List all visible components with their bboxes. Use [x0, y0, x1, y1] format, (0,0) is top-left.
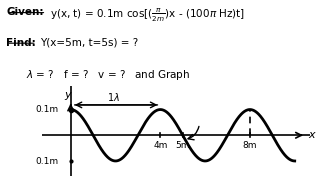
Text: 8m: 8m: [243, 141, 257, 150]
Text: Y(x=5m, t=5s) = ?: Y(x=5m, t=5s) = ?: [40, 38, 138, 48]
Text: Find:: Find:: [6, 38, 36, 48]
Text: y(x, t) = 0.1m cos[($\frac{\pi}{2m}$)x - (100$\pi$ Hz)t]: y(x, t) = 0.1m cos[($\frac{\pi}{2m}$)x -…: [50, 7, 245, 24]
Text: 0.1m: 0.1m: [35, 157, 58, 166]
Text: x: x: [308, 130, 315, 140]
Text: 0.1m: 0.1m: [35, 105, 58, 114]
Text: 4m: 4m: [153, 141, 167, 150]
Text: 5m: 5m: [175, 141, 190, 150]
Text: 1$\lambda$: 1$\lambda$: [107, 91, 120, 103]
Text: y: y: [64, 90, 71, 100]
Text: Given:: Given:: [6, 7, 44, 17]
Text: $\lambda$ = ?   f = ?   v = ?   and Graph: $\lambda$ = ? f = ? v = ? and Graph: [26, 68, 190, 82]
